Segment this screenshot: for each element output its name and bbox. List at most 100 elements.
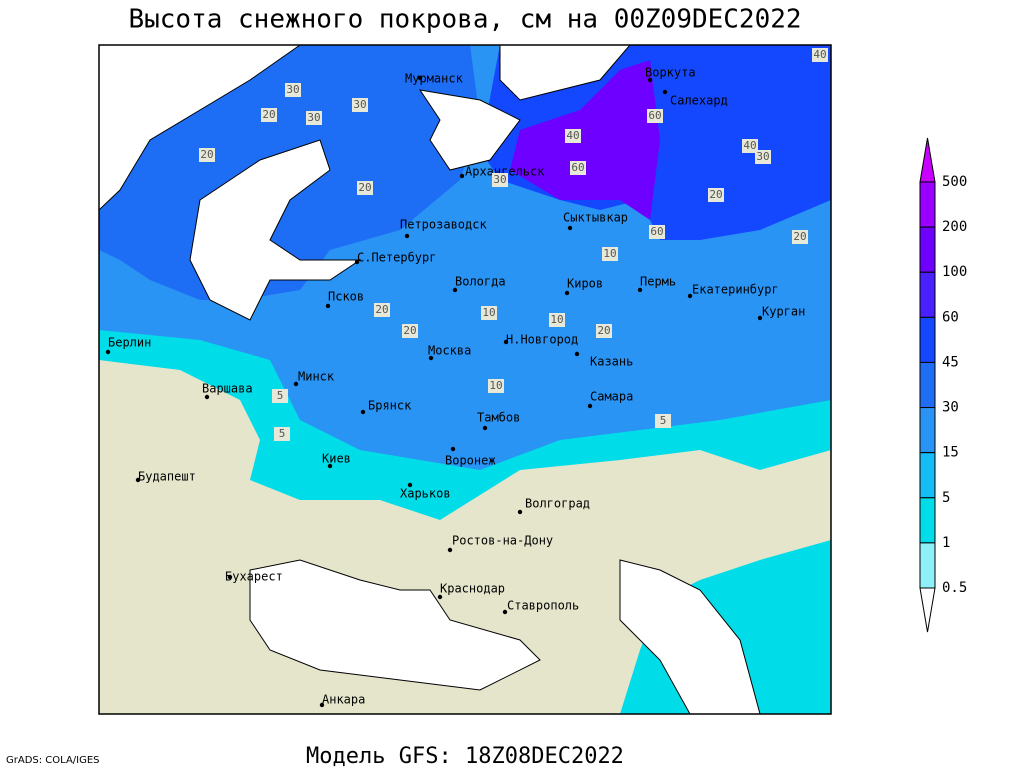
- city-label: Харьков: [400, 487, 451, 501]
- legend-label: 1: [942, 535, 950, 551]
- contour-label: 10: [603, 247, 616, 260]
- city-dot: [204, 394, 210, 400]
- city-label: Киров: [567, 277, 603, 291]
- city-dot: [662, 89, 668, 95]
- contour-label: 10: [489, 379, 502, 392]
- city-dot: [404, 233, 410, 239]
- contour-label-box: [306, 111, 322, 125]
- city-dot: [503, 339, 509, 345]
- legend-cap-bottom: [919, 587, 936, 633]
- city-dot: [502, 609, 508, 615]
- contour-label: 30: [493, 173, 506, 186]
- contour-label: 60: [648, 109, 661, 122]
- legend-label: 15: [942, 445, 959, 461]
- legend: 500 200 100 60 45 30 15 5 1 0.5: [919, 137, 967, 633]
- city-label: Киев: [322, 452, 351, 466]
- black-sea: [249, 559, 541, 691]
- contour-label: 20: [597, 324, 610, 337]
- city-label: Волгоград: [525, 497, 590, 511]
- city-dot: [428, 355, 434, 361]
- contour-label-box: [285, 83, 301, 97]
- city-dot: [327, 463, 333, 469]
- contour-label-box: [199, 148, 215, 162]
- credit: GrADS: COLA/IGES: [6, 755, 100, 766]
- contour-label: 20: [793, 230, 806, 243]
- city-dot: [564, 290, 570, 296]
- city-label: Москва: [428, 344, 471, 358]
- city-dot: [567, 225, 573, 231]
- city-dot: [319, 702, 325, 708]
- contour-label-box: [488, 379, 504, 393]
- contour-label: 30: [286, 83, 299, 96]
- city-label: Тамбов: [477, 411, 520, 425]
- contour-label: 20: [262, 108, 275, 121]
- city-dot: [459, 173, 465, 179]
- legend-swatch: [919, 181, 936, 228]
- legend-swatch: [919, 497, 936, 544]
- city-label: Ростов-на-Дону: [452, 534, 553, 548]
- city-label: Пермь: [640, 275, 676, 289]
- contour-label-box: [374, 303, 390, 317]
- legend-label: 60: [942, 309, 959, 325]
- contour-label-box: [647, 109, 663, 123]
- contour-label-box: [596, 324, 612, 338]
- contour-label-box: [812, 48, 828, 62]
- contour-label-box: [565, 129, 581, 143]
- city-dot: [360, 409, 366, 415]
- city-dot: [105, 349, 111, 355]
- legend-label: 100: [942, 264, 967, 280]
- contour-label: 30: [353, 98, 366, 111]
- city-label: Казань: [590, 355, 633, 369]
- city-label: Салехард: [670, 94, 728, 108]
- city-dot: [452, 287, 458, 293]
- contour-label-box: [655, 414, 671, 428]
- snow-deep: [510, 60, 660, 220]
- contour-label-box: [570, 161, 586, 175]
- city-dot: [574, 351, 580, 357]
- city-dot: [637, 287, 643, 293]
- city-dot: [587, 403, 593, 409]
- city-dot: [687, 293, 693, 299]
- city-label: Н.Новгород: [506, 333, 578, 347]
- city-label: Варшава: [202, 382, 253, 396]
- contour-label-box: [492, 173, 508, 187]
- contour-label-box: [274, 427, 290, 441]
- legend-label: 45: [942, 354, 959, 370]
- contour-label-box: [357, 181, 373, 195]
- city-label: Брянск: [368, 399, 412, 413]
- city-dot: [437, 594, 443, 600]
- contour-label-box: [481, 306, 497, 320]
- contour-label: 30: [307, 111, 320, 124]
- contour-label-box: [708, 188, 724, 202]
- city-label: Екатеринбург: [692, 283, 779, 297]
- contour-label-box: [742, 139, 758, 153]
- contour-label-box: [352, 98, 368, 112]
- city-label: Минск: [298, 370, 335, 384]
- contour-label: 5: [660, 414, 667, 427]
- contour-label: 20: [358, 181, 371, 194]
- legend-swatch: [919, 361, 936, 409]
- city-dot: [517, 509, 523, 515]
- contour-label: 60: [571, 161, 584, 174]
- city-label: Бухарест: [225, 570, 283, 584]
- contour-label: 10: [550, 313, 563, 326]
- contour-label-box: [649, 225, 665, 239]
- contour-label: 20: [403, 324, 416, 337]
- contour-label: 10: [482, 306, 495, 319]
- city-label: Берлин: [108, 336, 151, 350]
- contour-label: 20: [375, 303, 388, 316]
- city-label: Воронеж: [445, 454, 496, 468]
- city-label: Ставрополь: [507, 599, 579, 613]
- city-dot: [135, 477, 141, 483]
- contour-label-box: [402, 324, 418, 338]
- contour-label: 5: [279, 427, 286, 440]
- legend-swatch: [919, 226, 936, 273]
- city-dot: [447, 547, 453, 553]
- legend-swatch: [919, 271, 936, 318]
- city-label: Псков: [328, 290, 364, 304]
- legend-swatch: [919, 452, 936, 499]
- legend-cap-top: [919, 137, 936, 183]
- contour-label-box: [792, 230, 808, 244]
